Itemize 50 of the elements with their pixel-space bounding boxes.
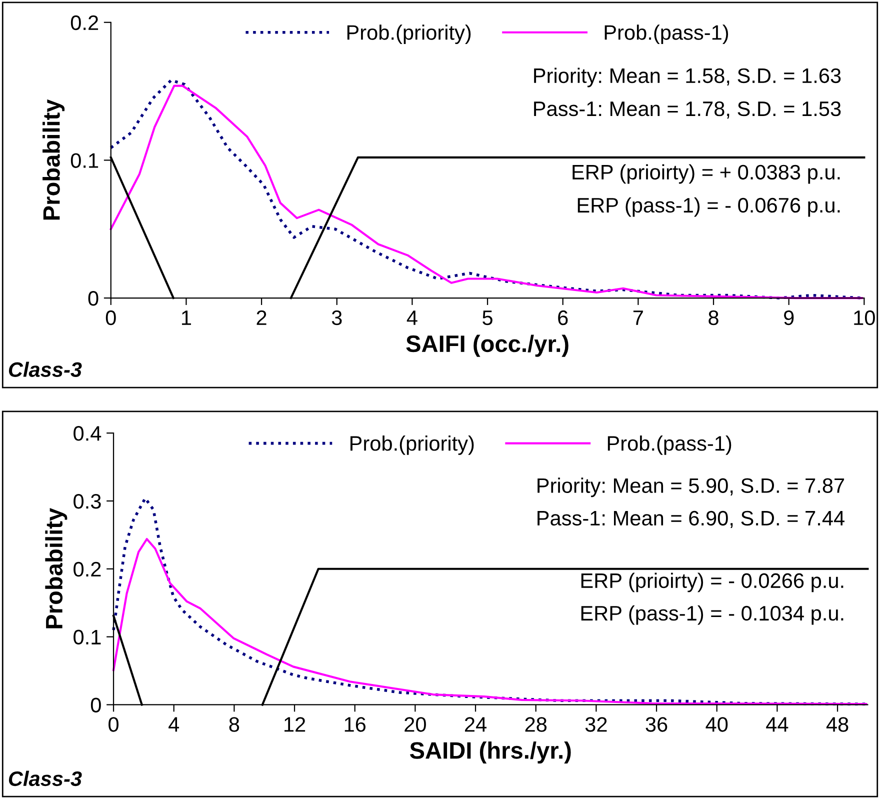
y-axis-title: Probability (42, 99, 65, 220)
y-tick-label: 0 (90, 698, 101, 712)
legend-label: Prob.(pass-1) (604, 24, 728, 44)
text: Class-3 (8, 770, 82, 786)
annotation: ERP (prioirty) = - 0.0266 p.u. (581, 572, 844, 592)
x-tick-label: 20 (404, 717, 426, 732)
y-tick-label: 0.2 (74, 562, 101, 577)
y-tick-label: 0 (88, 291, 98, 306)
y-tick-label: 0.4 (74, 426, 102, 441)
x-tick-label: 32 (585, 717, 607, 732)
x-tick-label: 7 (633, 310, 643, 325)
annotation: Pass-1: Mean = 6.90, S.D. = 7.44 (538, 510, 844, 528)
x-tick-label: 28 (525, 717, 547, 732)
x-tick-label: 12 (284, 717, 306, 732)
x-tick-label: 5 (482, 310, 492, 326)
y-tick-label: 0.1 (74, 630, 101, 645)
x-tick-label: 0 (108, 717, 118, 732)
annotation: Priority: Mean = 1.58, S.D. = 1.63 (534, 68, 841, 88)
annotation: Pass-1: Mean = 1.78, S.D. = 1.53 (534, 101, 841, 119)
x-tick-label: 0 (106, 310, 116, 326)
x-tick-label: 8 (229, 717, 240, 732)
annotation: ERP (pass-1) = - 0.0676 p.u. (578, 197, 840, 217)
legend-label: Prob.(priority) (350, 436, 474, 455)
x-tick-label: 8 (708, 310, 718, 326)
x-tick-label: 16 (344, 717, 366, 732)
x-tick-label: 10 (854, 310, 875, 326)
x-tick-label: 1 (182, 310, 191, 325)
legend-label: Prob.(pass-1) (608, 436, 732, 455)
x-axis-title: SAIDI (hrs./yr.) (410, 742, 571, 764)
x-tick-label: 4 (168, 717, 180, 732)
y-axis-title: Probability (45, 508, 68, 628)
text: Class-3 (8, 362, 82, 378)
y-tick-label: 0.1 (70, 153, 98, 168)
y-tick-label: 0.3 (74, 494, 101, 509)
x-tick-label: 36 (646, 717, 668, 732)
x-tick-label: 44 (766, 717, 788, 732)
x-tick-label: 4 (406, 310, 418, 325)
annotation: Priority: Mean = 5.90, S.D. = 7.87 (538, 478, 844, 498)
y-tick-label: 0.2 (70, 15, 98, 30)
annotation: ERP (prioirty) = + 0.0383 p.u. (572, 164, 840, 184)
x-tick-label: 48 (826, 717, 848, 732)
x-axis-title: SAIFI (occ./yr.) (406, 334, 568, 357)
x-tick-label: 3 (332, 310, 342, 326)
legend-label: Prob.(priority) (347, 24, 471, 44)
x-tick-label: 2 (256, 310, 266, 325)
x-tick-label: 9 (784, 310, 794, 326)
annotation: ERP (pass-1) = - 0.1034 p.u. (581, 605, 844, 625)
x-tick-label: 40 (706, 717, 728, 732)
x-tick-label: 24 (464, 717, 486, 732)
x-tick-label: 6 (558, 310, 568, 326)
